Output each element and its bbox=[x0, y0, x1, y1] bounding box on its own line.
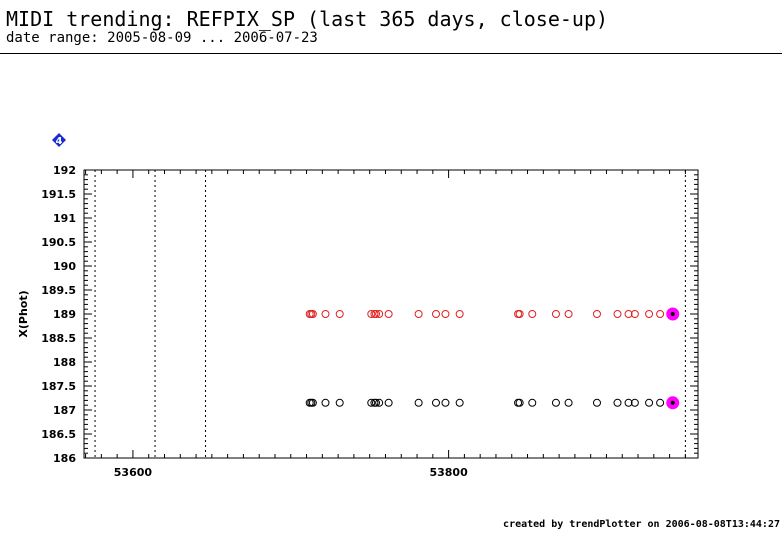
data-point bbox=[431, 398, 440, 407]
data-point bbox=[592, 398, 601, 407]
data-point bbox=[564, 310, 573, 318]
data-point bbox=[455, 398, 464, 407]
data-point bbox=[414, 398, 423, 407]
data-point bbox=[515, 398, 524, 407]
data-point bbox=[645, 310, 654, 318]
y-tick-label: 191 bbox=[53, 212, 76, 225]
y-axis-label: X(Phot) bbox=[17, 290, 30, 337]
data-point bbox=[564, 398, 573, 407]
data-point bbox=[384, 398, 393, 407]
data-point bbox=[375, 310, 384, 318]
data-point bbox=[308, 398, 317, 407]
y-tick-label: 190.5 bbox=[41, 236, 76, 249]
data-point bbox=[645, 398, 654, 407]
data-point bbox=[441, 310, 450, 318]
highlight-point-core bbox=[670, 400, 675, 405]
x-axis: 53600 53800 bbox=[85, 170, 686, 479]
blue-diamond-marker-icon bbox=[52, 133, 66, 147]
y-tick-label: 190 bbox=[53, 260, 76, 273]
y-tick-label: 189 bbox=[53, 308, 76, 321]
data-point bbox=[431, 310, 440, 318]
vertical-markers bbox=[94, 170, 686, 458]
data-point bbox=[624, 310, 633, 318]
y-tick-label: 186 bbox=[53, 452, 76, 465]
data-point bbox=[656, 398, 665, 407]
page-title: MIDI trending: REFPIX_SP (last 365 days,… bbox=[6, 7, 609, 31]
data-points bbox=[305, 307, 680, 410]
y-tick-label: 188 bbox=[53, 356, 76, 369]
data-point bbox=[613, 398, 622, 407]
data-point bbox=[441, 398, 450, 407]
data-point bbox=[308, 310, 317, 318]
data-point bbox=[384, 310, 393, 318]
data-point bbox=[656, 310, 665, 318]
data-point bbox=[630, 310, 639, 318]
badge-label: 4 bbox=[56, 136, 63, 147]
y-tick-label: 192 bbox=[53, 164, 76, 177]
badge-marker: 4 bbox=[52, 133, 66, 147]
data-point bbox=[551, 310, 560, 318]
data-point bbox=[624, 398, 633, 407]
data-point bbox=[613, 310, 622, 318]
y-tick-label: 187.5 bbox=[41, 380, 76, 393]
data-point bbox=[528, 310, 537, 318]
y-tick-label: 187 bbox=[53, 404, 76, 417]
y-tick-label: 186.5 bbox=[41, 428, 76, 441]
data-point bbox=[514, 310, 523, 318]
footer-credit: created by trendPlotter on 2006-08-08T13… bbox=[503, 519, 780, 530]
data-point bbox=[630, 398, 639, 407]
data-point bbox=[515, 310, 524, 318]
header-divider bbox=[0, 53, 782, 54]
data-point bbox=[367, 310, 376, 318]
date-range-subtitle: date range: 2005-08-09 ... 2006-07-23 bbox=[6, 30, 318, 46]
y-tick-label: 191.5 bbox=[41, 188, 76, 201]
data-point bbox=[528, 398, 537, 407]
data-point bbox=[592, 310, 601, 318]
data-point bbox=[372, 310, 381, 318]
y-tick-label: 188.5 bbox=[41, 332, 76, 345]
x-tick-label: 53600 bbox=[114, 466, 153, 479]
data-point bbox=[551, 398, 560, 407]
data-point bbox=[321, 310, 330, 318]
plot-frame bbox=[83, 169, 699, 459]
data-point bbox=[307, 398, 316, 407]
data-point bbox=[375, 398, 384, 407]
y-tick-label: 189.5 bbox=[41, 284, 76, 297]
data-point bbox=[514, 398, 523, 407]
page-header: MIDI trending: REFPIX_SP (last 365 days,… bbox=[6, 8, 782, 46]
data-point bbox=[335, 310, 344, 318]
data-point bbox=[372, 398, 381, 407]
data-point bbox=[335, 398, 344, 407]
data-point bbox=[367, 398, 376, 407]
y-axis: 186 186.5 187 187.5 188 188.5 189 189.5 190 190.5… bbox=[41, 164, 698, 465]
x-tick-label: 53800 bbox=[429, 466, 468, 479]
data-point bbox=[414, 310, 423, 318]
data-point bbox=[307, 310, 316, 318]
data-point bbox=[321, 398, 330, 407]
highlight-point-core bbox=[670, 312, 675, 316]
data-point bbox=[455, 310, 464, 318]
